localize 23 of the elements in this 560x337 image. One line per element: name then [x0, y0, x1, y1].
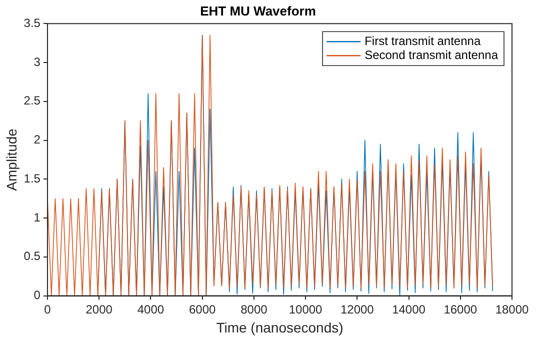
x-tick-label: 12000	[340, 302, 374, 316]
y-tick-label: 1	[34, 210, 41, 224]
x-tick-label: 16000	[444, 302, 478, 316]
x-tick-label: 10000	[288, 302, 323, 316]
x-axis-title: Time (nanoseconds)	[216, 319, 344, 336]
chart-title: EHT MU Waveform	[200, 3, 316, 18]
y-tick-label: 2.5	[24, 94, 41, 108]
y-tick-label: 3	[34, 54, 41, 69]
x-tick-label: 6000	[188, 302, 216, 316]
x-tick-label: 4000	[137, 302, 164, 316]
legend-label: Second transmit antenna	[364, 48, 498, 62]
x-tick-label: 8000	[240, 302, 268, 316]
y-tick-label: 0.5	[24, 249, 41, 264]
y-tick-label: 1.5	[24, 171, 41, 186]
x-tick-label: 18000	[495, 302, 530, 316]
y-axis-title: Amplitude	[3, 128, 20, 191]
y-tick-label: 0	[34, 288, 41, 302]
x-tick-label: 0	[44, 302, 52, 316]
y-tick-label: 3.5	[24, 16, 41, 30]
legend-label: First transmit antenna	[364, 34, 481, 48]
y-tick-label: 2	[34, 132, 41, 147]
x-tick-label: 2000	[86, 302, 113, 316]
x-tick-label: 14000	[392, 302, 426, 316]
